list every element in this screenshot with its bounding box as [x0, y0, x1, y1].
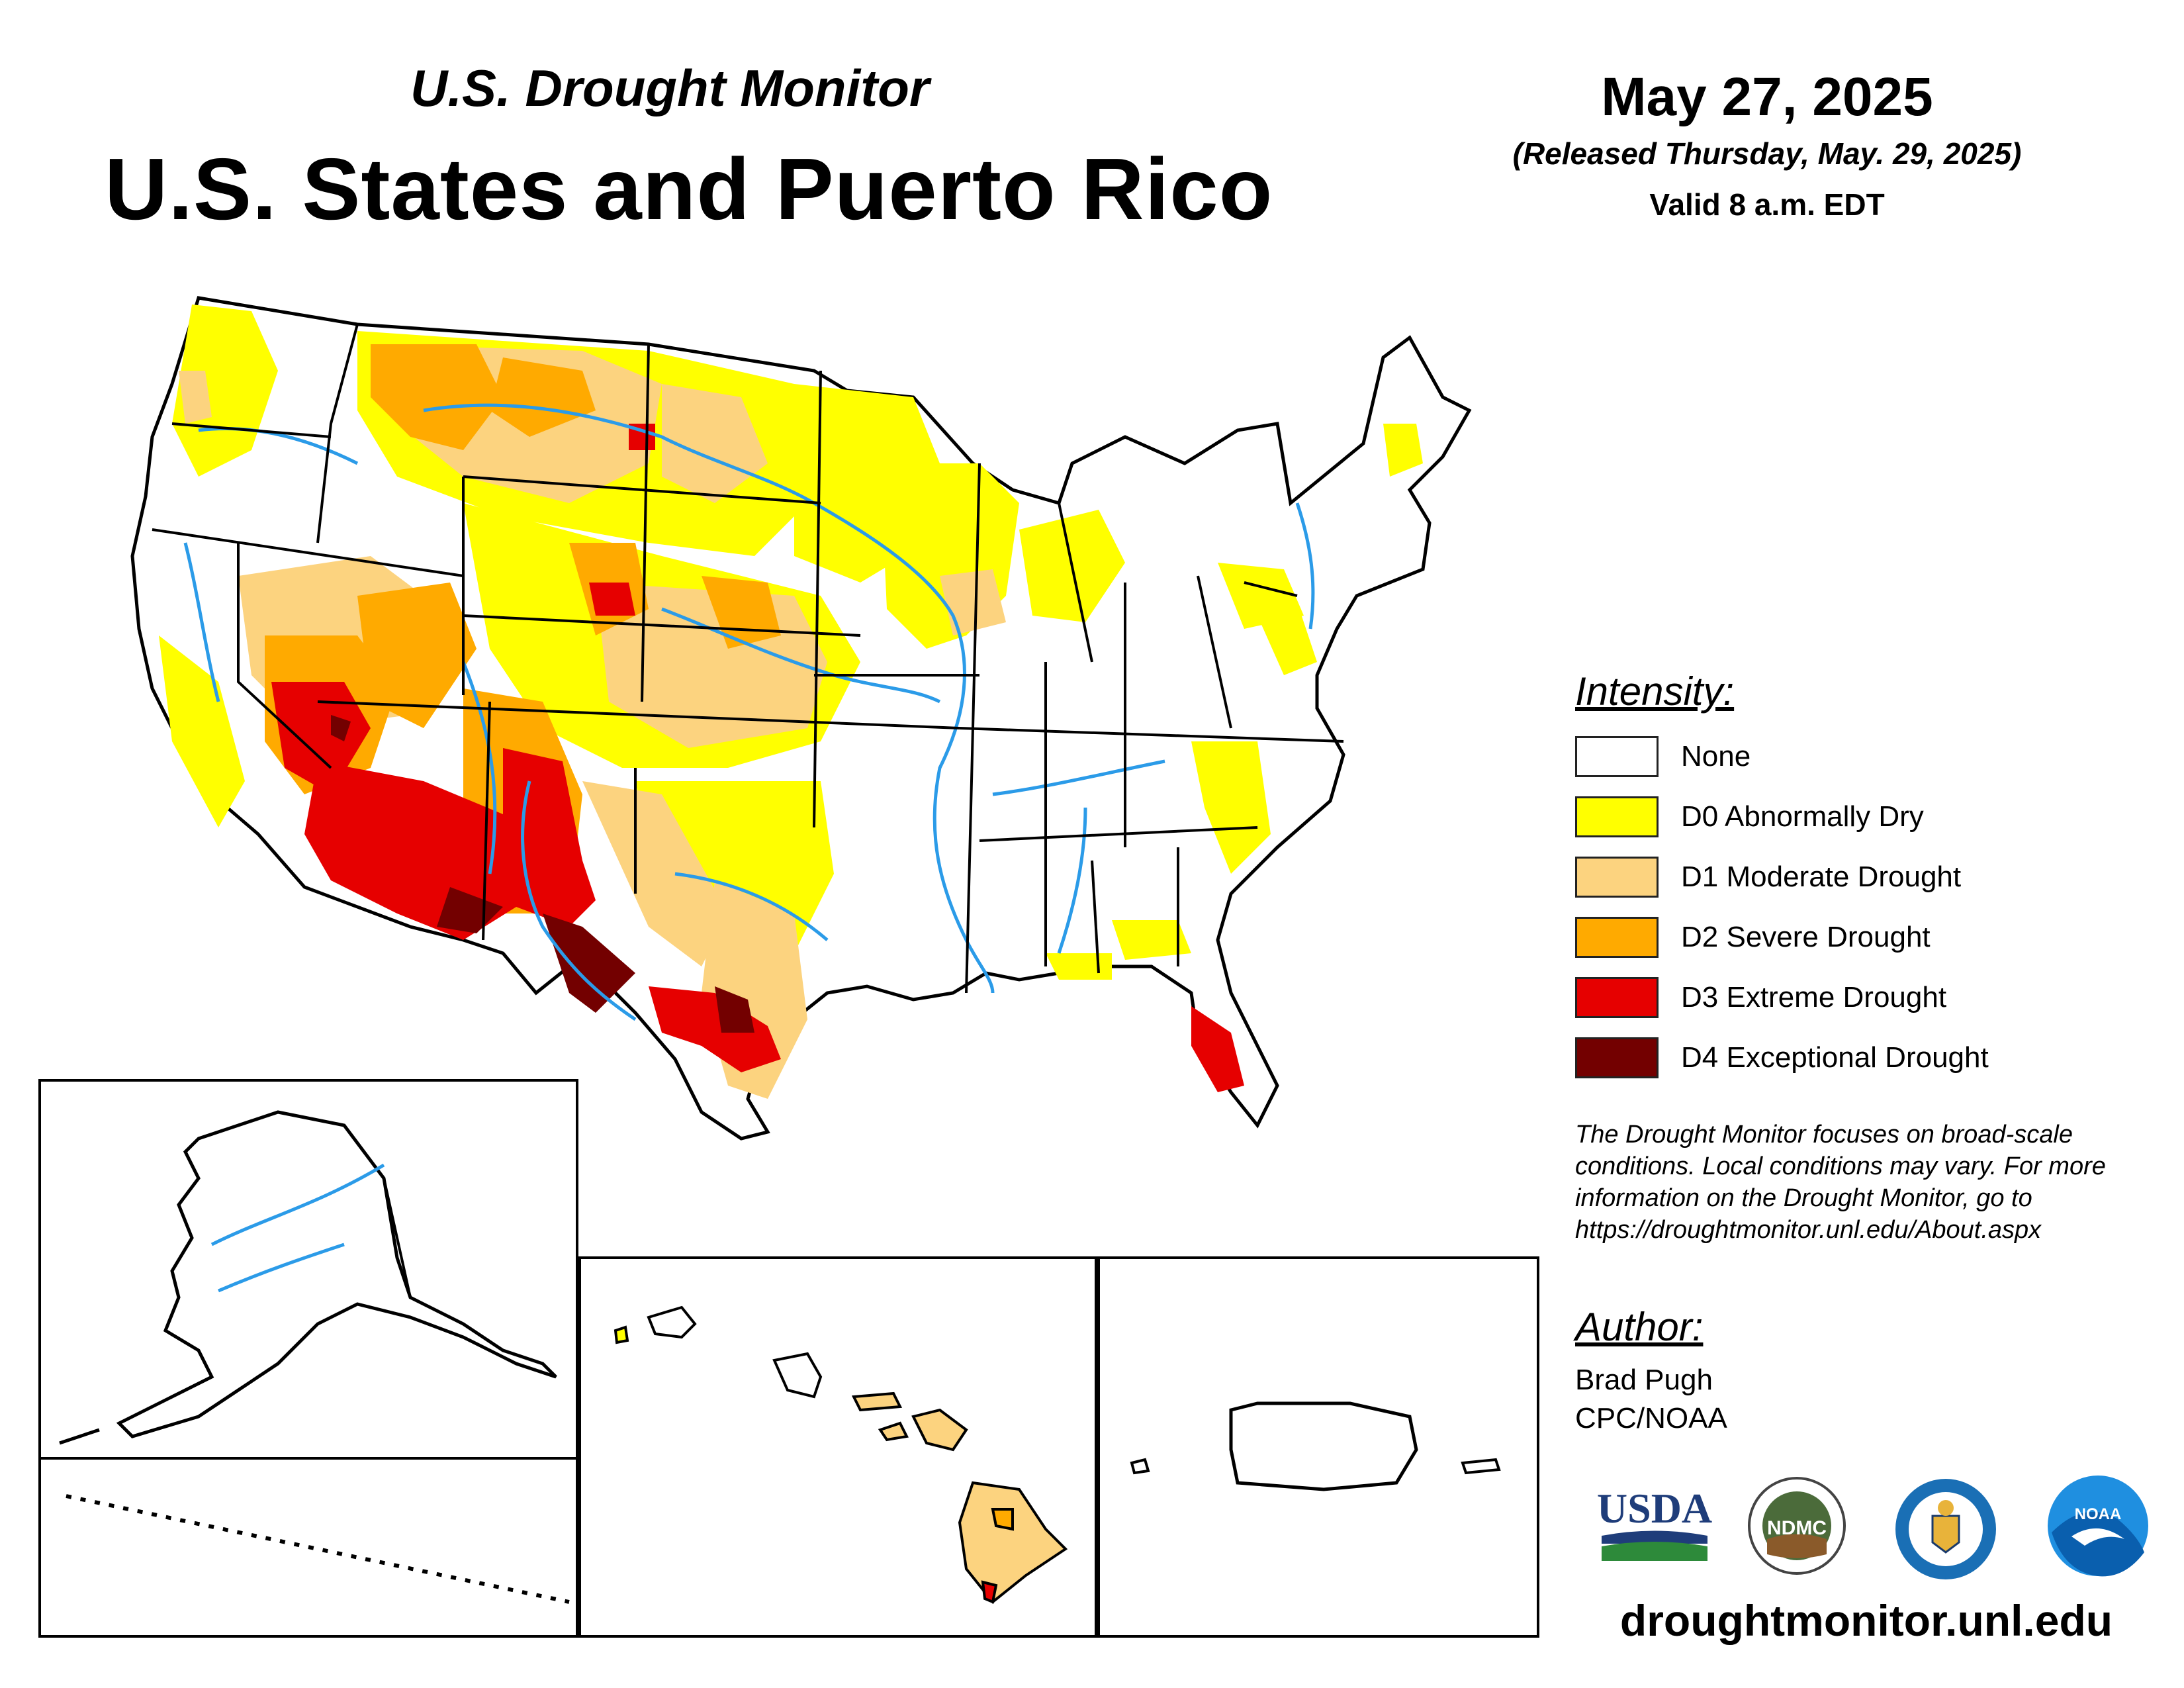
- legend-label: D0 Abnormally Dry: [1681, 800, 1924, 833]
- legend-label: D2 Severe Drought: [1681, 921, 1931, 953]
- map-date: May 27, 2025: [1601, 67, 1933, 127]
- legend-label: D3 Extreme Drought: [1681, 981, 1947, 1013]
- legend-label: D4 Exceptional Drought: [1681, 1041, 1989, 1074]
- state-borders: [152, 324, 1344, 994]
- legend-swatch: [1575, 857, 1659, 898]
- legend-label: None: [1681, 740, 1751, 773]
- puerto-rico-outline: [1229, 1401, 1418, 1491]
- legend-swatch: [1575, 796, 1659, 837]
- author-heading: Author:: [1575, 1305, 1704, 1349]
- noaa-logo-text: NOAA: [2075, 1505, 2122, 1523]
- drought-d4-areas: [331, 715, 754, 1033]
- legend-swatch: [1575, 917, 1659, 958]
- map-title: U.S. States and Puerto Rico: [105, 140, 1273, 238]
- legend-swatch: [1575, 977, 1659, 1018]
- alaska-rivers: [210, 1163, 385, 1293]
- doc-seal-logo: [1895, 1479, 1996, 1579]
- author-org: CPC/NOAA: [1575, 1402, 1727, 1434]
- usda-logo-text: USDA: [1597, 1489, 1712, 1532]
- noaa-logo: NOAA: [2048, 1476, 2148, 1577]
- legend-label: D1 Moderate Drought: [1681, 861, 1962, 893]
- release-date: (Released Thursday, May. 29, 2025): [1512, 136, 2022, 171]
- disclaimer-note: The Drought Monitor focuses on broad-sca…: [1575, 1121, 2106, 1244]
- ndmc-logo: NDMC: [1748, 1477, 1846, 1575]
- map-subtitle: U.S. Drought Monitor: [410, 59, 930, 117]
- ndmc-logo-text: NDMC: [1767, 1517, 1827, 1539]
- legend-heading: Intensity:: [1575, 669, 1735, 714]
- usda-logo: USDA: [1597, 1489, 1712, 1561]
- website-link[interactable]: droughtmonitor.unl.edu: [1619, 1596, 2113, 1645]
- author-name: Brad Pugh: [1575, 1364, 1713, 1396]
- legend-swatch: [1575, 736, 1659, 777]
- valid-time: Valid 8 a.m. EDT: [1649, 187, 1885, 222]
- legend-swatch: [1575, 1037, 1659, 1078]
- hawaii-islands: [614, 1305, 1068, 1604]
